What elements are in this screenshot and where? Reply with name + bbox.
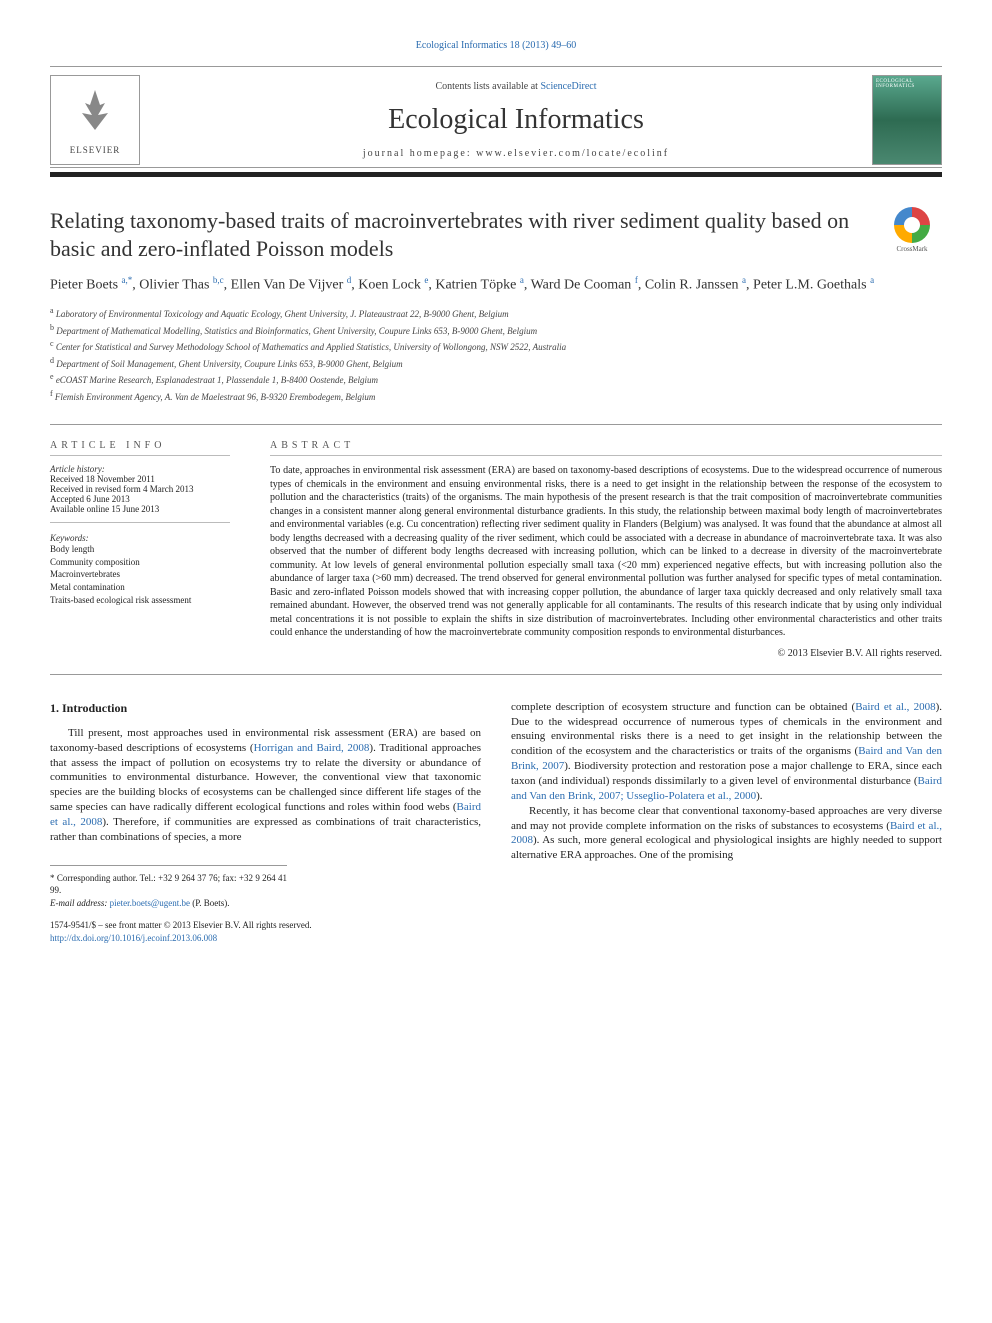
history-line: Accepted 6 June 2013 [50, 494, 230, 504]
keyword: Metal contamination [50, 581, 230, 594]
affiliation: d Department of Soil Management, Ghent U… [50, 355, 942, 372]
affiliation: e eCOAST Marine Research, Esplanadestraa… [50, 371, 942, 388]
elsevier-logo: ELSEVIER [50, 75, 140, 165]
homepage-line: journal homepage: www.elsevier.com/locat… [160, 148, 872, 159]
doi-link[interactable]: http://dx.doi.org/10.1016/j.ecoinf.2013.… [50, 933, 217, 943]
journal-name: Ecological Informatics [160, 104, 872, 136]
affiliation: f Flemish Environment Agency, A. Van de … [50, 388, 942, 405]
contents-line: Contents lists available at ScienceDirec… [160, 81, 872, 92]
history-line: Received in revised form 4 March 2013 [50, 484, 230, 494]
history-line: Available online 15 June 2013 [50, 504, 230, 514]
doi-footer: 1574-9541/$ – see front matter © 2013 El… [50, 919, 481, 944]
history-line: Received 18 November 2011 [50, 474, 230, 484]
citation-link[interactable]: Baird et al., 2008 [855, 701, 935, 713]
keyword: Macroinvertebrates [50, 568, 230, 581]
abstract-copyright: © 2013 Elsevier B.V. All rights reserved… [270, 648, 942, 659]
journal-header: ELSEVIER Contents lists available at Sci… [50, 66, 942, 168]
corresponding-author: * Corresponding author. Tel.: +32 9 264 … [50, 865, 287, 910]
journal-citation: Ecological Informatics 18 (2013) 49–60 [50, 40, 942, 51]
authors: Pieter Boets a,*, Olivier Thas b,c, Elle… [50, 274, 942, 295]
keyword: Community composition [50, 556, 230, 569]
journal-cover: ECOLOGICAL INFORMATICS [872, 75, 942, 165]
body-paragraph: complete description of ecosystem struct… [511, 700, 942, 804]
body-column-right: complete description of ecosystem struct… [511, 700, 942, 945]
crossmark-icon [894, 207, 930, 243]
keyword: Traits-based ecological risk assessment [50, 594, 230, 607]
publisher-name: ELSEVIER [70, 145, 121, 155]
keyword: Body length [50, 543, 230, 556]
affiliation: b Department of Mathematical Modelling, … [50, 322, 942, 339]
body-paragraph: Till present, most approaches used in en… [50, 726, 481, 845]
body-column-left: 1. Introduction Till present, most appro… [50, 700, 481, 945]
affiliation: c Center for Statistical and Survey Meth… [50, 338, 942, 355]
abstract-heading: ABSTRACT [270, 440, 942, 456]
article-title: Relating taxonomy-based traits of macroi… [50, 207, 862, 262]
body-paragraph: Recently, it has become clear that conve… [511, 804, 942, 863]
history-label: Article history: [50, 464, 230, 474]
abstract-text: To date, approaches in environmental ris… [270, 464, 942, 640]
elsevier-tree-icon [70, 85, 120, 145]
keywords-label: Keywords: [50, 533, 230, 543]
sciencedirect-link[interactable]: ScienceDirect [540, 81, 596, 92]
section-heading: 1. Introduction [50, 700, 481, 716]
abstract: ABSTRACT To date, approaches in environm… [250, 440, 942, 659]
affiliation: a Laboratory of Environmental Toxicology… [50, 305, 942, 322]
article-info-heading: ARTICLE INFO [50, 440, 230, 456]
affiliations: a Laboratory of Environmental Toxicology… [50, 305, 942, 404]
article-info: ARTICLE INFO Article history: Received 1… [50, 440, 250, 659]
crossmark-badge[interactable]: CrossMark [882, 207, 942, 255]
citation-link[interactable]: Horrigan and Baird, 2008 [254, 742, 370, 754]
header-divider [50, 172, 942, 177]
email-link[interactable]: pieter.boets@ugent.be [110, 898, 190, 908]
